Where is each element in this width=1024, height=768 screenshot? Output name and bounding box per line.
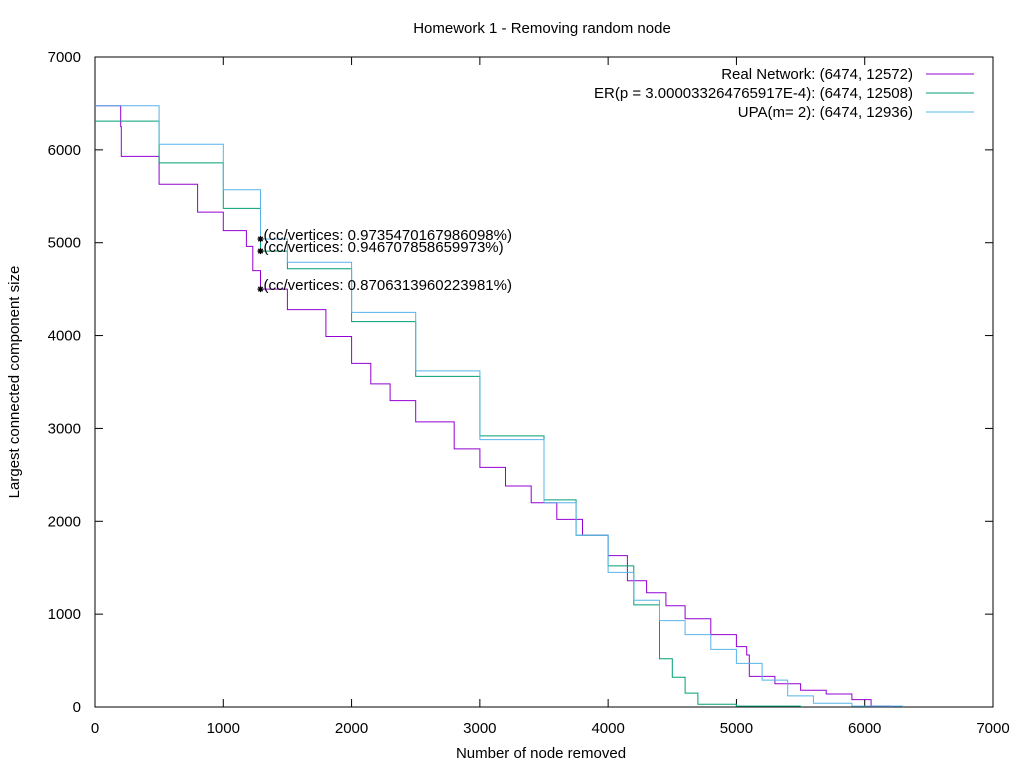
annotation-marker (257, 286, 264, 293)
legend-item: ER(p = 3.000033264765917E-4): (6474, 125… (594, 85, 974, 102)
y-axis-label: Largest connected component size (6, 266, 23, 499)
annotation-marker (257, 236, 264, 242)
y-tick-label: 0 (73, 699, 81, 716)
legend: Real Network: (6474, 12572) ER(p = 3.0000… (594, 66, 974, 121)
x-tick-label: 3000 (463, 720, 496, 737)
legend-item: UPA(m= 2): (6474, 12936) (738, 104, 974, 121)
y-tick-label: 2000 (48, 513, 81, 530)
annotation-marker (257, 248, 264, 255)
x-axis: 0 1000 2000 3000 4000 5000 6000 7000 (91, 57, 1010, 737)
x-tick-label: 0 (91, 720, 99, 737)
y-tick-label: 4000 (48, 328, 81, 345)
annotation-label: (cc/vertices: 0.8706313960223981%) (263, 277, 512, 294)
annotation: (cc/vertices: 0.8706313960223981%) (257, 277, 512, 294)
annotation-label: (cc/vertices: 0.9735470167986098%) (263, 227, 512, 244)
series-layer (95, 105, 904, 707)
chart-title: Homework 1 - Removing random node (413, 20, 671, 37)
legend-item: Real Network: (6474, 12572) (721, 66, 974, 83)
y-axis: 0 1000 2000 3000 4000 5000 6000 7000 (48, 49, 993, 716)
legend-label: ER(p = 3.000033264765917E-4): (6474, 125… (594, 85, 913, 102)
plot-frame (94, 56, 994, 708)
annotation: (cc/vertices: 0.9735470167986098%) (257, 227, 512, 244)
x-tick-label: 7000 (976, 720, 1009, 737)
y-tick-label: 6000 (48, 142, 81, 159)
series-line-1 (95, 105, 891, 707)
x-tick-label: 5000 (720, 720, 753, 737)
x-axis-label: Number of node removed (456, 745, 626, 762)
y-tick-label: 7000 (48, 49, 81, 66)
legend-label: Real Network: (6474, 12572) (721, 66, 913, 83)
x-tick-label: 2000 (335, 720, 368, 737)
annotation-layer: (cc/vertices: 0.9735470167986098%)(cc/ve… (257, 227, 512, 294)
x-tick-label: 6000 (848, 720, 881, 737)
annotation-label: (cc/vertices: 0.946707858659973%) (263, 239, 503, 256)
series-line-3 (95, 105, 904, 707)
annotation: (cc/vertices: 0.946707858659973%) (257, 239, 504, 256)
x-tick-label: 1000 (207, 720, 240, 737)
legend-label: UPA(m= 2): (6474, 12936) (738, 104, 913, 121)
y-tick-label: 3000 (48, 420, 81, 437)
y-tick-label: 5000 (48, 235, 81, 252)
x-tick-label: 4000 (591, 720, 624, 737)
y-tick-label: 1000 (48, 606, 81, 623)
